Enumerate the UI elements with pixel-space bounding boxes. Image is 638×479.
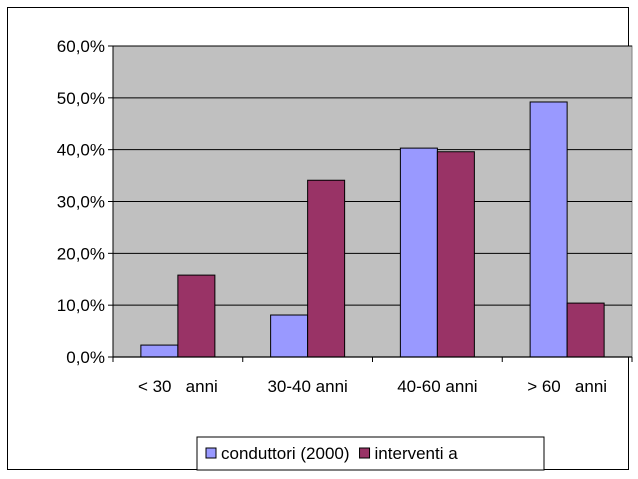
y-tick-label: 30,0% xyxy=(57,193,105,212)
y-tick-label: 0,0% xyxy=(66,348,105,367)
legend: conduttori (2000) interventi a xyxy=(196,436,545,471)
x-tick-label: < 30 anni xyxy=(138,377,218,396)
legend-box xyxy=(196,436,545,471)
bar xyxy=(140,344,179,358)
bar xyxy=(566,302,605,358)
y-tick-label: 40,0% xyxy=(57,141,105,160)
y-tick-label: 50,0% xyxy=(57,89,105,108)
bar xyxy=(399,147,438,358)
x-tick-label: > 60 anni xyxy=(527,377,607,396)
bar xyxy=(436,151,475,358)
bar xyxy=(529,101,568,358)
bar xyxy=(177,274,216,358)
y-tick-label: 10,0% xyxy=(57,296,105,315)
bar xyxy=(307,179,346,358)
legend-swatch xyxy=(359,447,371,459)
legend-label: conduttori (2000) xyxy=(221,444,350,463)
legend-swatch xyxy=(205,447,217,459)
y-tick-label: 20,0% xyxy=(57,244,105,263)
bar xyxy=(270,314,309,358)
legend-label: interventi a xyxy=(375,444,459,463)
y-tick-label: 60,0% xyxy=(57,37,105,56)
axes: 0,0% 10,0% 20,0% 30,0% 40,0% 50,0% 60,0% < 30 a… xyxy=(57,37,633,396)
x-tick-label: 40-60 anni xyxy=(397,377,477,396)
x-tick-label: 30-40 anni xyxy=(267,377,347,396)
